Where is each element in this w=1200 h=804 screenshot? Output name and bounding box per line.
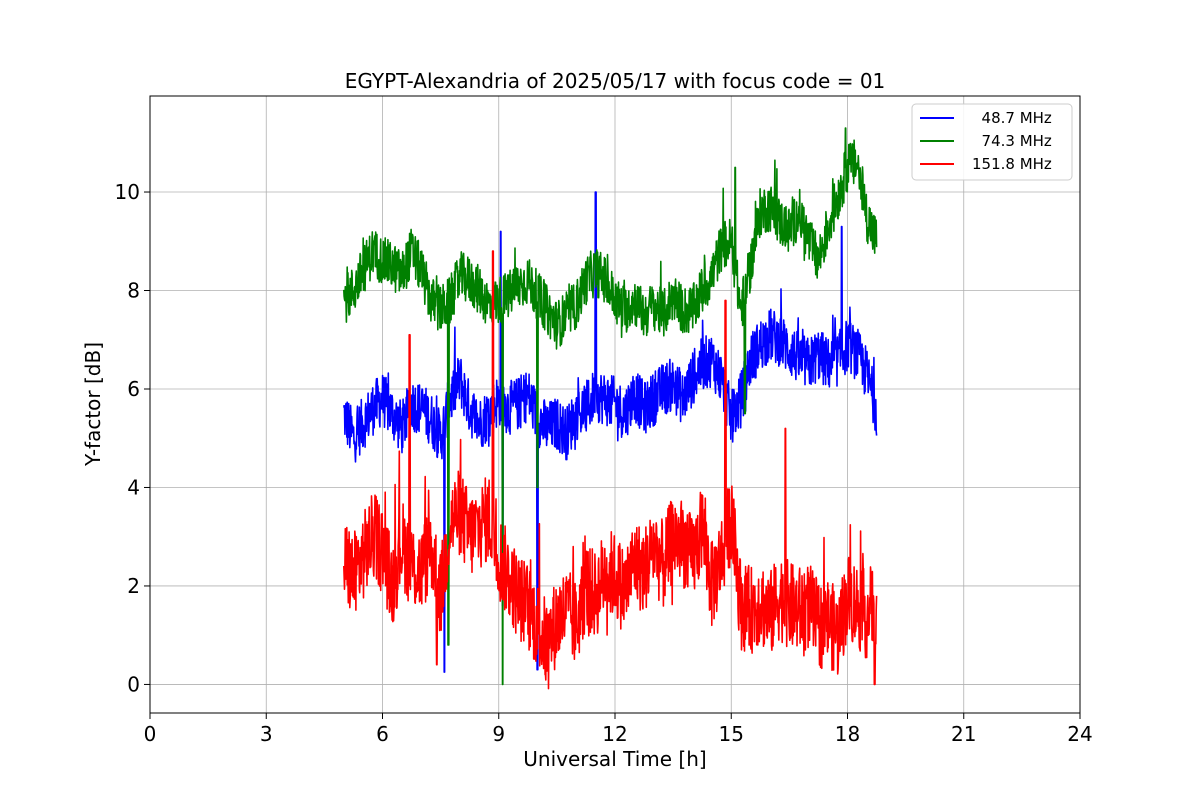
grid — [149, 96, 1081, 713]
x-tick-label: 24 — [1067, 722, 1092, 746]
series-line-2 — [343, 127, 878, 686]
y-tick-label: 10 — [115, 180, 140, 204]
y-axis-ticks: 0 2 4 6 8 10 — [115, 180, 150, 696]
y-axis-label: Y-factor [dB] — [81, 342, 105, 467]
legend-box — [911, 103, 1073, 181]
legend-label: 151.8 MHz — [972, 155, 1052, 173]
x-tick-label: 18 — [835, 722, 860, 746]
x-tick-label: 0 — [144, 722, 157, 746]
y-tick-label: 0 — [127, 672, 140, 696]
x-axis-label: Universal Time [h] — [523, 747, 706, 771]
legend-label: 48.7 MHz — [972, 109, 1052, 127]
x-tick-label: 12 — [602, 722, 627, 746]
y-tick-label: 8 — [127, 279, 140, 303]
chart-title: EGYPT-Alexandria of 2025/05/17 with focu… — [345, 69, 886, 93]
y-tick-label: 6 — [127, 377, 140, 401]
x-tick-label: 15 — [719, 722, 744, 746]
y-tick-label: 4 — [127, 475, 140, 499]
y-tick-label: 2 — [127, 574, 140, 598]
legend: 48.7 MHz 74.3 MHz 151.8 MHz — [911, 103, 1073, 181]
x-tick-label: 9 — [492, 722, 505, 746]
x-tick-label: 6 — [376, 722, 389, 746]
x-axis-ticks: 0 3 6 9 12 15 18 21 24 — [144, 713, 1093, 746]
legend-label: 74.3 MHz — [972, 132, 1052, 150]
series-line-1 — [343, 191, 878, 673]
series-line-3 — [343, 250, 878, 690]
series-layer — [343, 127, 878, 690]
x-tick-label: 3 — [260, 722, 273, 746]
x-tick-label: 21 — [951, 722, 976, 746]
